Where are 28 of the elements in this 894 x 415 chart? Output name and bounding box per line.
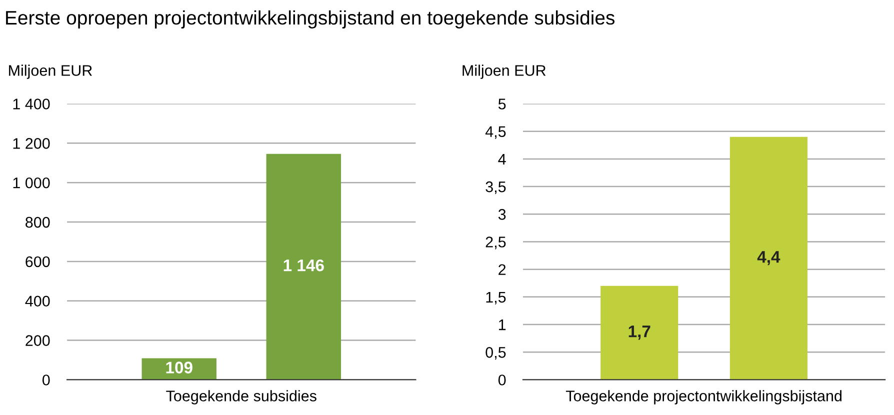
y-tick-label: 1,5 (486, 292, 506, 304)
y-tick-label: 3,5 (486, 181, 506, 194)
y-tick-label: 2 (498, 264, 506, 275)
y-tick-label: 1 200 (13, 138, 50, 149)
y-tick-label: 0,5 (486, 346, 506, 360)
y-axis-title: Miljoen EUR (9, 64, 92, 79)
y-tick-label: 200 (26, 335, 50, 346)
y-tick-label: 0 (498, 374, 506, 386)
y-tick-label: 800 (26, 216, 50, 228)
y-tick-label: 1 400 (13, 98, 50, 110)
y-tick-label: 600 (26, 256, 50, 268)
y-axis-title: Miljoen EUR (462, 64, 546, 79)
data-label: 109 (166, 362, 192, 374)
y-tick-label: 400 (25, 296, 50, 307)
y-tick-label: 1 (498, 320, 506, 330)
y-tick-label: 1 000 (13, 177, 50, 188)
x-axis-title: Toegekende projectontwikkelingsbijstand (566, 390, 842, 404)
y-tick-label: 4,5 (485, 126, 506, 139)
data-label: 1 146 (284, 259, 324, 272)
data-label: 1,7 (628, 326, 650, 340)
y-tick-label: 4 (498, 154, 506, 164)
y-tick-label: 5 (498, 98, 506, 110)
y-tick-label: 3 (498, 209, 506, 220)
chart-title: Eerste oproepen projectontwikkelingsbijstand en toegekende subsidies (6, 10, 614, 28)
y-tick-label: 0 (42, 374, 50, 386)
data-label: 4,4 (757, 251, 780, 266)
x-axis-title: Toegekende subsidies (166, 390, 316, 404)
y-tick-label: 2,5 (486, 236, 506, 250)
